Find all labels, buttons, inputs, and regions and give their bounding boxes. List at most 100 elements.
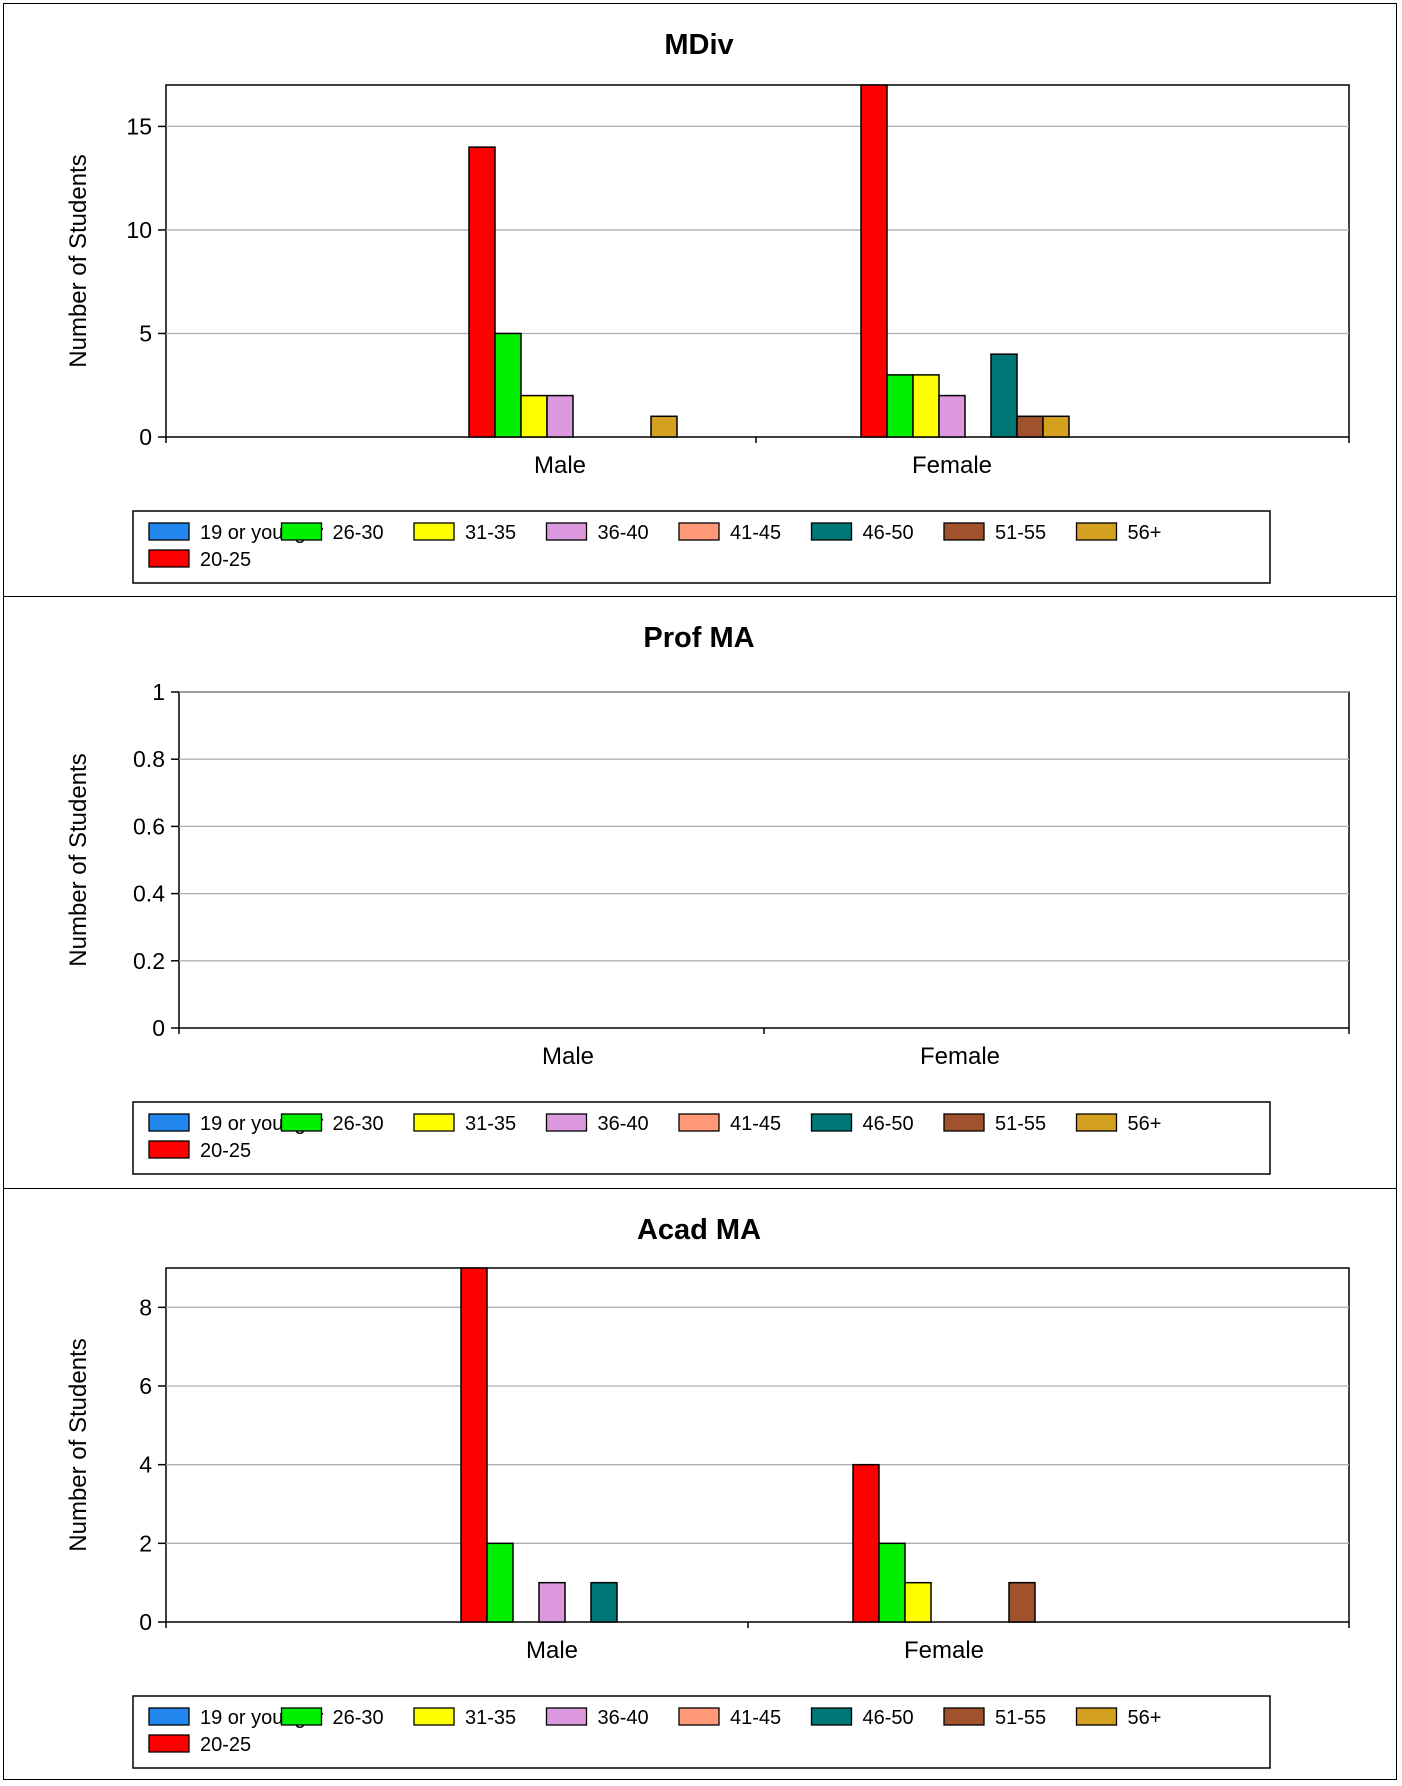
legend-swatch bbox=[148, 1140, 190, 1159]
legend-swatch bbox=[810, 522, 853, 541]
plot-area bbox=[178, 691, 1350, 1029]
legend-label: 26-30 bbox=[333, 1113, 384, 1135]
legend-swatch bbox=[1075, 1707, 1118, 1726]
legend-label: 51-55 bbox=[995, 1707, 1046, 1729]
bar bbox=[1016, 415, 1044, 438]
y-axis-label: Number of Students bbox=[65, 753, 92, 966]
y-tick-label: 0 bbox=[152, 1015, 165, 1041]
plot-area bbox=[165, 1267, 1350, 1623]
legend-label: 41-45 bbox=[730, 522, 781, 544]
legend-swatch bbox=[1075, 1113, 1118, 1132]
legend-swatch bbox=[148, 1707, 190, 1726]
legend-label: 20-25 bbox=[200, 1140, 251, 1162]
legend-label: 41-45 bbox=[730, 1113, 781, 1135]
legend-label: 36-40 bbox=[598, 1707, 649, 1729]
bar bbox=[486, 1542, 514, 1623]
y-tick-label: 0.2 bbox=[133, 948, 165, 974]
y-tick-label: 2 bbox=[139, 1530, 152, 1556]
bar bbox=[938, 394, 966, 438]
y-tick-label: 0.8 bbox=[133, 746, 165, 772]
y-tick-label: 10 bbox=[126, 217, 152, 243]
bar bbox=[878, 1542, 906, 1623]
legend-swatch bbox=[413, 522, 455, 541]
bar bbox=[538, 1581, 566, 1623]
legend-label: 20-25 bbox=[200, 1734, 251, 1756]
bar bbox=[852, 1463, 880, 1623]
bar bbox=[912, 374, 940, 438]
legend-swatch bbox=[148, 1113, 190, 1132]
legend-swatch bbox=[678, 1113, 720, 1132]
legend-swatch bbox=[943, 1113, 985, 1132]
bar bbox=[886, 374, 914, 438]
x-category-label: Male bbox=[542, 1043, 594, 1070]
y-tick-label: 6 bbox=[139, 1373, 152, 1399]
x-category-label: Female bbox=[904, 1637, 984, 1664]
legend-label: 56+ bbox=[1128, 1707, 1162, 1729]
legend-swatch bbox=[545, 522, 588, 541]
bar bbox=[590, 1581, 618, 1623]
legend-swatch bbox=[148, 522, 190, 541]
y-axis-label: Number of Students bbox=[65, 1338, 92, 1551]
legend-swatch bbox=[413, 1707, 455, 1726]
y-tick-label: 8 bbox=[139, 1294, 152, 1320]
y-axis-label: Number of Students bbox=[65, 154, 92, 367]
x-category-label: Male bbox=[526, 1637, 578, 1664]
x-category-label: Male bbox=[534, 452, 586, 479]
bar bbox=[520, 394, 548, 438]
chart-title: MDiv bbox=[664, 29, 733, 61]
legend-label: 31-35 bbox=[465, 1707, 516, 1729]
legend-swatch bbox=[810, 1707, 853, 1726]
legend-swatch bbox=[678, 1707, 720, 1726]
y-tick-label: 0 bbox=[139, 1609, 152, 1635]
legend-label: 46-50 bbox=[863, 1707, 914, 1729]
y-tick-label: 1 bbox=[152, 679, 165, 705]
legend-swatch bbox=[1075, 522, 1118, 541]
y-tick-label: 0.4 bbox=[133, 881, 165, 907]
chart-panel: Prof MA 0 0.2 0.4 0.6 0.8 1 Number of Students M… bbox=[3, 596, 1397, 1190]
chart-panel: MDiv 0 5 10 15 Number of Students Male Female 19… bbox=[3, 3, 1397, 599]
legend-label: 41-45 bbox=[730, 1707, 781, 1729]
x-category-label: Female bbox=[912, 452, 992, 479]
bar bbox=[904, 1581, 932, 1623]
bar bbox=[990, 353, 1018, 438]
legend-swatch bbox=[148, 549, 190, 568]
bar bbox=[460, 1267, 488, 1623]
legend-swatch bbox=[545, 1707, 588, 1726]
legend-swatch bbox=[678, 522, 720, 541]
bar bbox=[546, 394, 574, 438]
chart-svg: Acad MA 0 2 4 6 8 Number of Students Male Female… bbox=[65, 1214, 1350, 1769]
legend-swatch bbox=[943, 1707, 985, 1726]
chart-panel: Acad MA 0 2 4 6 8 Number of Students Male Female… bbox=[3, 1188, 1397, 1780]
bar bbox=[1042, 415, 1070, 438]
legend-label: 36-40 bbox=[598, 522, 649, 544]
y-tick-label: 4 bbox=[139, 1452, 152, 1478]
legend-swatch bbox=[943, 522, 985, 541]
legend-swatch bbox=[280, 1113, 323, 1132]
legend-label: 51-55 bbox=[995, 522, 1046, 544]
chart-title: Prof MA bbox=[643, 622, 754, 654]
x-category-label: Female bbox=[920, 1043, 1000, 1070]
legend-label: 46-50 bbox=[863, 522, 914, 544]
y-tick-label: 15 bbox=[126, 113, 152, 139]
legend-label: 51-55 bbox=[995, 1113, 1046, 1135]
legend-swatch bbox=[280, 1707, 323, 1726]
legend-swatch bbox=[280, 522, 323, 541]
bar bbox=[468, 146, 496, 438]
bar bbox=[650, 415, 678, 438]
legend-label: 31-35 bbox=[465, 1113, 516, 1135]
legend-label: 56+ bbox=[1128, 1113, 1162, 1135]
legend-label: 56+ bbox=[1128, 522, 1162, 544]
legend-swatch bbox=[545, 1113, 588, 1132]
legend-swatch bbox=[148, 1734, 190, 1753]
bar bbox=[860, 84, 888, 438]
bar bbox=[494, 332, 522, 438]
bar bbox=[1008, 1581, 1036, 1623]
legend-swatch bbox=[810, 1113, 853, 1132]
legend-swatch bbox=[413, 1113, 455, 1132]
legend-label: 20-25 bbox=[200, 549, 251, 571]
chart-svg: Prof MA 0 0.2 0.4 0.6 0.8 1 Number of Students M… bbox=[65, 622, 1350, 1175]
y-tick-label: 0.6 bbox=[133, 813, 165, 839]
legend-label: 36-40 bbox=[598, 1113, 649, 1135]
